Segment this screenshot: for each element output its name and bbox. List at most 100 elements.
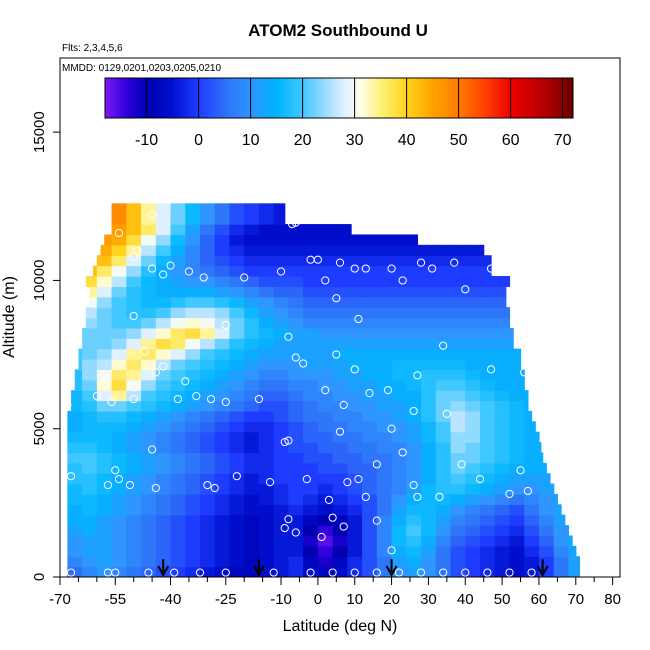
heatmap-cell — [480, 410, 496, 422]
heatmap-cell — [465, 359, 481, 370]
flight-arrow — [253, 559, 265, 578]
heatmap-cell — [480, 244, 485, 256]
observation-point — [107, 397, 116, 407]
heatmap-cell — [406, 473, 422, 485]
heatmap-cell — [362, 545, 378, 557]
heatmap-cell — [229, 493, 245, 505]
heatmap-cell — [376, 545, 393, 557]
colorbar-segment — [401, 78, 405, 118]
heatmap-cell — [524, 452, 540, 464]
heatmap-cell — [406, 327, 422, 339]
heatmap-cell — [465, 452, 481, 464]
heatmap-cell — [450, 307, 466, 319]
heatmap-cell — [568, 535, 573, 547]
observation-point — [321, 276, 330, 285]
heatmap-cell — [155, 338, 172, 350]
heatmap-cell — [214, 556, 231, 568]
colorbar-segment — [445, 78, 449, 118]
heatmap-cell — [82, 327, 98, 339]
heatmap-cell — [480, 504, 496, 516]
heatmap-cell — [141, 317, 157, 329]
x-tick-label: -40 — [160, 591, 182, 608]
heatmap-cell — [450, 462, 466, 474]
heatmap-cell — [89, 286, 98, 298]
heatmap-cell — [450, 379, 466, 391]
heatmap-cell — [170, 493, 186, 505]
heatmap-cell — [170, 213, 186, 225]
heatmap-cell — [480, 369, 496, 381]
colorbar-segment — [489, 78, 493, 118]
heatmap-cell — [465, 493, 481, 505]
heatmap-cell — [126, 359, 142, 370]
x-tick-label: -55 — [104, 591, 126, 608]
colorbar-segment — [411, 78, 415, 118]
colorbar-segment — [271, 78, 275, 118]
heatmap-cell — [200, 359, 216, 370]
colorbar-segment — [315, 78, 319, 118]
heatmap-cell — [244, 504, 260, 516]
colorbar-segment — [307, 78, 311, 118]
heatmap-cell — [347, 307, 363, 319]
colorbar-segment — [255, 78, 259, 118]
heatmap-cell — [200, 545, 216, 557]
heatmap-cell — [332, 483, 348, 495]
heatmap-cell — [303, 525, 319, 537]
heatmap-cell — [362, 275, 378, 287]
heatmap-cell — [435, 379, 452, 391]
heatmap-cell — [494, 556, 511, 568]
heatmap-cell — [421, 504, 437, 516]
heatmap-cell — [509, 442, 525, 454]
heatmap-cell — [480, 338, 496, 350]
observation-point — [475, 475, 485, 484]
observation-point — [203, 480, 212, 490]
colorbar-segment — [560, 78, 564, 118]
colorbar-segment — [209, 78, 213, 118]
heatmap-cell — [391, 431, 407, 443]
heatmap-cell — [435, 452, 452, 464]
colorbar-segment — [554, 78, 558, 118]
heatmap-cell — [317, 504, 334, 516]
heatmap-cell — [347, 390, 363, 402]
observation-point — [306, 568, 315, 577]
colorbar-segment — [424, 78, 428, 118]
heatmap-cell — [347, 462, 363, 474]
heatmap-cell — [273, 203, 286, 215]
heatmap-cell — [391, 327, 407, 339]
observation-point — [512, 243, 521, 252]
heatmap-cell — [258, 545, 275, 557]
heatmap-cell — [288, 421, 304, 433]
heatmap-cell — [376, 400, 393, 412]
heatmap-cell — [465, 400, 481, 412]
heatmap-cell — [524, 390, 529, 402]
heatmap-cell — [273, 359, 290, 370]
x-tick-label: 70 — [567, 591, 584, 608]
heatmap-cell — [273, 317, 290, 329]
heatmap-cell — [494, 442, 511, 454]
heatmap-cell — [258, 224, 275, 236]
heatmap-cell — [288, 566, 304, 577]
colorbar-segment — [235, 78, 239, 118]
heatmap-cell — [126, 275, 142, 287]
heatmap-cell — [126, 234, 142, 246]
heatmap-cell — [214, 213, 231, 225]
colorbar-segment — [352, 78, 356, 118]
heatmap-cell — [82, 452, 98, 464]
observation-point — [302, 475, 311, 484]
heatmap-cell — [244, 338, 260, 350]
heatmap-cell — [435, 421, 452, 433]
heatmap-cell — [273, 390, 290, 402]
heatmap-cell — [435, 275, 452, 287]
heatmap-cell — [96, 317, 113, 329]
heatmap-cell — [288, 255, 304, 267]
colorbar-segment — [331, 78, 335, 118]
heatmap-cell — [82, 462, 98, 474]
heatmap-cell — [214, 493, 231, 505]
observation-point — [221, 320, 230, 330]
heatmap-cell — [524, 514, 540, 526]
heatmap-cell — [185, 338, 201, 350]
heatmap-cell — [406, 390, 422, 402]
heatmap-cell — [347, 514, 363, 526]
heatmap-cell — [155, 359, 172, 370]
heatmap-cell — [480, 296, 496, 308]
heatmap-cell — [244, 275, 260, 287]
